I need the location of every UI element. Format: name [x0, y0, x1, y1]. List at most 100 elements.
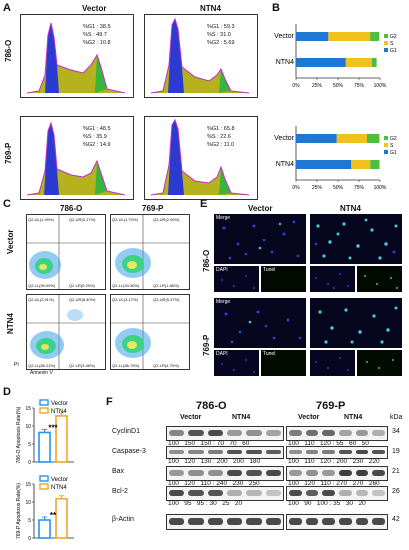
stats-786-vector: %G1 : 38.5 %S : 49.7 %G2 : 10.8	[83, 24, 111, 46]
band	[322, 470, 335, 476]
bar-vector	[38, 431, 51, 463]
band	[169, 490, 185, 496]
legend-label: G2	[390, 136, 397, 142]
band	[289, 518, 302, 525]
category-label: NTN4	[276, 161, 294, 168]
panel-c-label: C	[3, 198, 11, 210]
category-label: Vector	[274, 135, 295, 142]
tunel-786-ntn4-tunel	[357, 266, 402, 292]
q-ll-769-ntn4: Q2-LL(86.75%)	[112, 363, 140, 368]
y-tick-label: 5	[28, 518, 31, 524]
tunel-786-vector-nuclei	[222, 220, 300, 260]
band	[372, 430, 385, 436]
panel-c-row-vector: Vector	[6, 229, 15, 254]
stats-769-ntn4: %G1 : 65.8 %S : 22.6 %G2 : 11.0	[207, 126, 235, 148]
panel-f-cell-769: 769-P	[316, 400, 346, 412]
panel-f-vector-786: Vector	[180, 414, 202, 421]
tunel-769-ntn4-merge	[310, 298, 402, 348]
q-ur-769-vector: Q2-UR(2.06%)	[153, 217, 180, 222]
band	[339, 450, 352, 454]
kda-value: 21	[392, 468, 400, 475]
legend-swatch-g1	[384, 48, 388, 52]
bar-g1	[296, 32, 329, 41]
quantification-values: 100 120 130 : 200 200 180	[168, 458, 261, 465]
panel-a-row-786: 786-O	[4, 39, 13, 62]
band	[246, 518, 262, 525]
bar-s	[351, 160, 371, 169]
bar-ntn4	[55, 415, 68, 463]
band	[322, 518, 335, 525]
band	[227, 490, 243, 496]
panel-a-col-vector: Vector	[82, 4, 107, 13]
bar-ntn4	[55, 497, 68, 539]
band	[246, 470, 262, 476]
q-ul-769-vector: Q2-UL(1.70%)	[112, 217, 138, 222]
x-tick-label: 75%	[354, 83, 365, 89]
band	[339, 470, 352, 476]
bar-s	[345, 58, 372, 67]
band	[322, 450, 335, 454]
quantification-values: 100 95 95 : 30 25 20	[168, 500, 243, 507]
legend-label: G1	[390, 150, 397, 156]
band	[188, 518, 204, 525]
band	[169, 518, 185, 525]
blot-β-actin-786	[166, 514, 284, 530]
quantification-values: 100 120 110 : 240 230 250	[168, 480, 260, 487]
protein-label: CyclinD1	[112, 428, 141, 435]
q-ur-769-ntn4: Q2-UR(5.37%)	[153, 297, 180, 302]
y-tick-label: 0	[28, 536, 31, 542]
bar-s	[328, 32, 371, 41]
bar-g2	[371, 58, 377, 67]
blot-caspase-3-769	[286, 446, 388, 459]
legend-swatch-s	[384, 41, 388, 45]
bar-g1	[296, 134, 337, 143]
legend-label: G1	[390, 48, 397, 54]
q-lr-769-ntn4: Q2-LR(4.75%)	[153, 363, 179, 368]
histogram-786-vector: %G1 : 38.5 %S : 49.7 %G2 : 10.8	[20, 14, 134, 98]
stats-769-vector: %G1 : 48.5 %S : 35.9 %G2 : 14.9	[83, 126, 111, 148]
histogram-786-ntn4: %G1 : 59.3 %S : 31.0 %G2 : 5.69	[144, 14, 258, 98]
bar-g1	[296, 58, 346, 67]
band	[339, 518, 352, 525]
protein-label: Bax	[112, 468, 125, 475]
kda-value: 19	[392, 448, 400, 455]
band	[169, 470, 185, 476]
tunel-786-ntn4-nuclei	[314, 218, 398, 260]
band	[305, 430, 319, 436]
band	[227, 430, 243, 436]
y-tick-label: 10	[25, 424, 31, 430]
tunel-786-ntn4-merge	[310, 214, 402, 264]
q-ll-786-ntn4: Q2-LL(85.21%)	[28, 363, 56, 368]
legend-swatch-g1	[384, 150, 388, 154]
bar-g2	[370, 32, 380, 41]
stats-786-ntn4: %G1 : 59.3 %S : 31.0 %G2 : 5.69	[207, 24, 235, 46]
flow-786-vector: Q2-UL(1.49%) Q2-UR(3.17%) Q2-LL(90.09%) …	[26, 214, 106, 290]
x-tick-label: 0%	[292, 83, 300, 89]
quantification-values: 100 110 120 : 55 60 50	[288, 440, 369, 447]
flow-769-vector-plot	[111, 215, 189, 289]
histogram-769-vector: %G1 : 48.5 %S : 35.9 %G2 : 14.9	[20, 116, 134, 200]
category-label: NTN4	[276, 59, 294, 66]
q-ll-769-vector: Q2-LL(94.36%)	[112, 283, 140, 288]
legend-swatch-g2	[384, 136, 388, 140]
tunel-769-vector-dapi-nuclei	[221, 359, 255, 373]
flow-769-ntn4: Q2-UL(3.17%) Q2-UR(5.37%) Q2-LL(86.75%) …	[110, 294, 190, 370]
panel-e-col-ntn4: NTN4	[340, 204, 361, 213]
blot-cyclind1-786	[166, 426, 284, 441]
blot-β-actin-769	[286, 514, 388, 530]
flow-769-ntn4-plot	[111, 295, 189, 369]
band	[246, 490, 262, 496]
band	[372, 450, 385, 454]
q-lr-769-vector: Q2-LR(1.88%)	[153, 283, 179, 288]
tunel-786-vector-dapi: DAPI	[214, 266, 259, 292]
tunel-769-ntn4-dapi	[310, 350, 355, 376]
band	[305, 470, 319, 476]
bar-g2	[370, 160, 380, 169]
band	[265, 450, 281, 454]
protein-label: Bcl-2	[112, 488, 128, 495]
legend-label: Vector	[51, 401, 68, 407]
flow-786-ntn4: Q2-UL(2.91%) Q2-UR(8.40%) Q2-LL(85.21%) …	[26, 294, 106, 370]
band	[246, 450, 262, 454]
band	[355, 450, 369, 454]
